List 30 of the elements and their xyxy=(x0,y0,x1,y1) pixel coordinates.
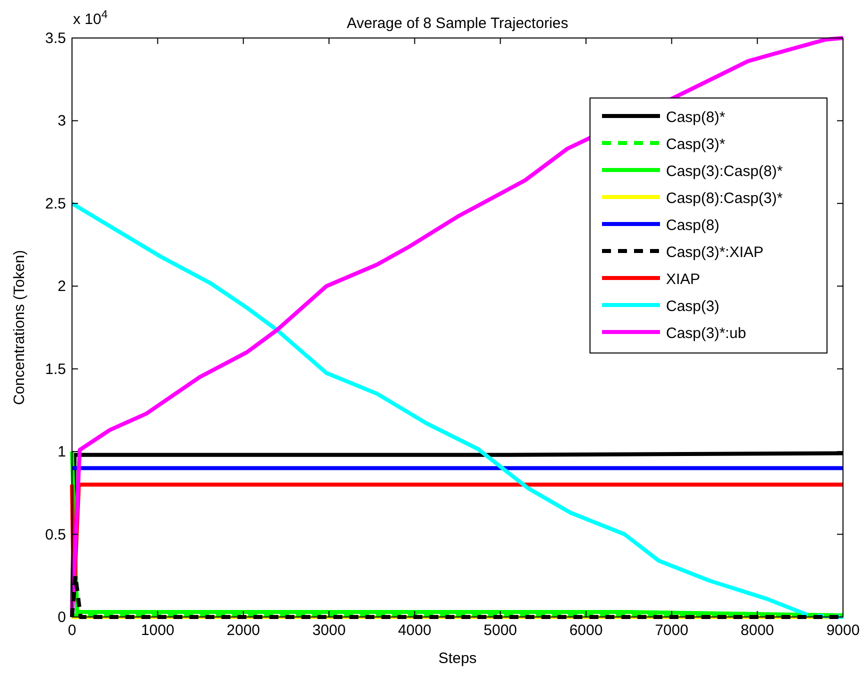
x-tick-label: 4000 xyxy=(398,622,432,639)
x-tick-label: 9000 xyxy=(826,622,860,639)
x-tick-label: 7000 xyxy=(654,622,688,639)
x-tick-label: 2000 xyxy=(226,622,260,639)
x-tick-label: 6000 xyxy=(569,622,603,639)
legend-label: Casp(3)* xyxy=(666,136,726,153)
y-tick-label: 0.5 xyxy=(45,526,66,544)
legend-label: Casp(3):Casp(8)* xyxy=(666,163,783,180)
legend-label: Casp(8) xyxy=(666,217,720,234)
y-tick-label: 3 xyxy=(58,112,66,130)
chart-title: Average of 8 Sample Trajectories xyxy=(346,15,568,32)
legend-label: Casp(3)*:XIAP xyxy=(666,244,764,261)
legend-label: Casp(8):Casp(3)* xyxy=(666,190,783,207)
legend-label: Casp(8)* xyxy=(666,109,726,126)
x-axis-title: Steps xyxy=(438,650,477,667)
y-axis-title: Concentrations (Token) xyxy=(11,250,28,406)
y-tick-label: 2.5 xyxy=(45,195,66,212)
x-tick-label: 1000 xyxy=(140,622,174,639)
x-tick-label: 5000 xyxy=(484,622,518,639)
y-tick-label: 3.5 xyxy=(45,30,66,47)
legend-label: Casp(3)*:ub xyxy=(666,325,746,342)
y-tick-label: 1 xyxy=(58,444,66,461)
legend-label: XIAP xyxy=(666,271,700,288)
x-tick-label: 8000 xyxy=(740,622,774,639)
x-tick-label: 3000 xyxy=(312,622,346,639)
legend-label: Casp(3) xyxy=(666,298,720,315)
y-tick-label: 2 xyxy=(58,278,66,296)
y-tick-label: 1.5 xyxy=(45,360,66,378)
text: x 10$^{4}$ xyxy=(73,9,108,28)
y-tick-label: 0 xyxy=(58,609,66,626)
